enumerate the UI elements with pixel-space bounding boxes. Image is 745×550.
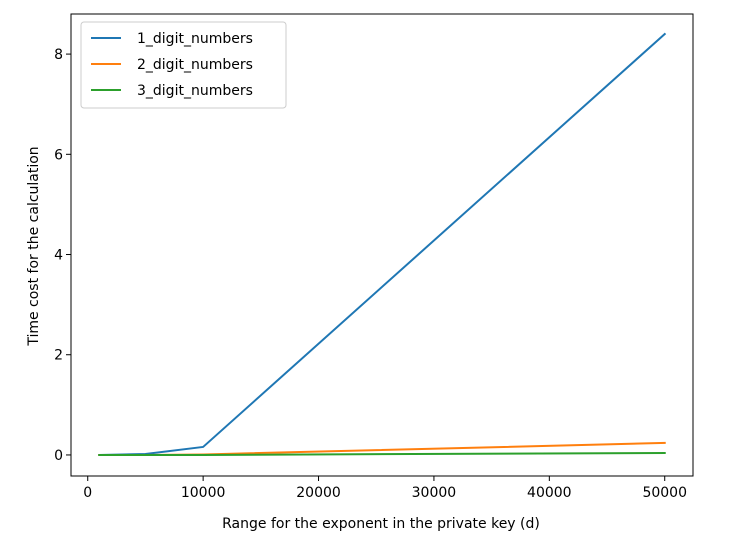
legend-label-3: 3_digit_numbers — [137, 83, 253, 99]
series-lines — [98, 32, 667, 456]
y-tick-label: 0 — [54, 448, 63, 464]
x-tick-label: 50000 — [642, 485, 687, 501]
y-tick-label: 8 — [54, 47, 63, 63]
legend-box — [80, 21, 287, 109]
y-tick-label: 4 — [54, 248, 63, 264]
y-axis-label: Time cost for the calculation — [26, 146, 42, 346]
x-tick-label: 10000 — [181, 485, 226, 501]
legend: 1_digit_numbers 2_digit_numbers 3_digit_nu… — [80, 21, 287, 109]
legend-label-2: 2_digit_numbers — [137, 57, 253, 73]
x-tick-label: 40000 — [527, 485, 572, 501]
x-tick-label: 0 — [83, 485, 92, 501]
x-tick-label: 20000 — [296, 485, 341, 501]
axes: 0 10000 20000 30000 40000 50000 0 2 4 6 8 — [54, 13, 694, 501]
x-axis-label: Range for the exponent in the private ke… — [222, 516, 540, 532]
series-line-3 — [98, 451, 666, 456]
legend-label-1: 1_digit_numbers — [137, 31, 253, 47]
y-tick-label: 6 — [54, 147, 63, 163]
y-tick-label: 2 — [54, 348, 63, 364]
plot-frame — [70, 13, 694, 477]
x-tick-label: 30000 — [412, 485, 457, 501]
